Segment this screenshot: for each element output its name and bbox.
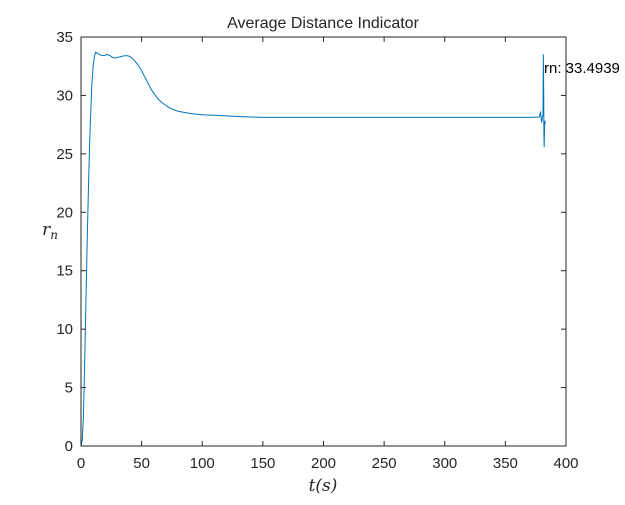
- y-axis-label-subscript: n: [50, 228, 58, 242]
- y-axis-label: rn: [42, 220, 58, 242]
- y-tick-label: 25: [56, 146, 73, 163]
- x-tick-label: 350: [493, 455, 518, 472]
- y-tick-label: 15: [56, 263, 73, 280]
- y-tick-label: 35: [56, 29, 73, 46]
- x-tick-label: 0: [77, 455, 85, 472]
- x-tick-label: 200: [311, 455, 336, 472]
- x-tick-label: 150: [250, 455, 275, 472]
- chart-title: Average Distance Indicator: [227, 15, 419, 32]
- x-tick-label: 50: [133, 455, 150, 472]
- series-line-0: [80, 51, 546, 447]
- axes: 0 50 100 150 200 250 300 350 400 0 5 10 15 20 25 30 35: [56, 29, 578, 472]
- y-tick-label: 0: [65, 438, 73, 455]
- x-tick-label: 250: [372, 455, 397, 472]
- x-tick-label: 400: [553, 455, 578, 472]
- y-axis-label-base: r: [42, 220, 51, 240]
- x-tick-label: 300: [432, 455, 457, 472]
- y-tick-label: 20: [56, 204, 73, 221]
- data-tip-label: rn: 33.4939: [544, 60, 620, 77]
- y-tick-label: 10: [56, 321, 73, 338]
- plot-area: [80, 51, 546, 447]
- y-tick-label: 5: [65, 380, 73, 397]
- y-tick-label: 30: [56, 87, 73, 104]
- x-axis-label: t(s): [309, 476, 338, 496]
- x-tick-label: 100: [190, 455, 215, 472]
